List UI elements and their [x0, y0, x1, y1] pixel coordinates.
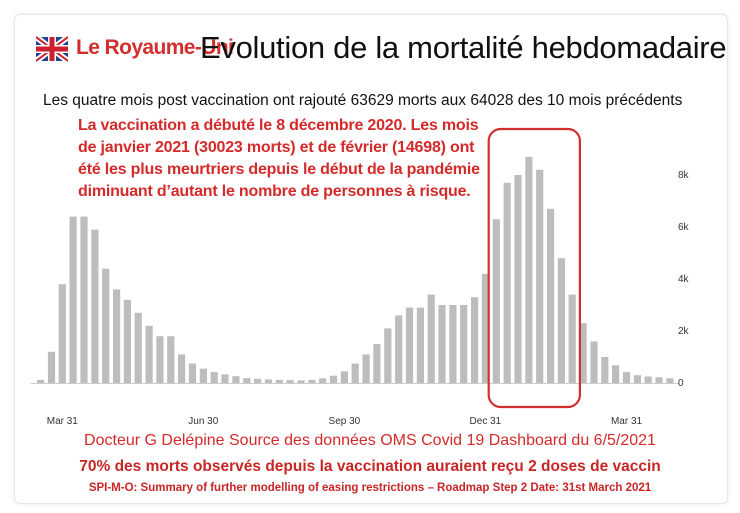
bar-week-19: [232, 376, 240, 383]
bar-week-32: [373, 344, 381, 383]
bar-week-14: [178, 354, 186, 383]
bar-week-8: [113, 289, 121, 383]
bar-week-6: [91, 229, 99, 383]
y-tick-label: 2k: [678, 326, 690, 337]
bar-week-37: [427, 294, 435, 383]
bar-week-48: [547, 208, 555, 383]
bar-week-29: [340, 371, 348, 383]
bar-week-58: [655, 377, 663, 383]
x-tick-label: Mar 31: [47, 416, 79, 427]
x-tick-label: Dec 31: [470, 416, 502, 427]
bar-week-22: [264, 379, 273, 383]
bar-week-5: [80, 216, 88, 383]
bar-week-17: [210, 372, 218, 383]
bar-week-15: [188, 363, 197, 383]
vaccination-note: 70% des morts observés depuis la vaccina…: [79, 458, 661, 475]
y-tick-label: 4k: [678, 274, 690, 285]
bar-week-39: [449, 305, 457, 383]
bar-week-23: [275, 379, 283, 383]
bar-week-54: [612, 365, 620, 383]
country-label: Le Royaume-Uni: [76, 36, 234, 59]
bar-week-38: [438, 305, 446, 383]
vaccination-annotation: La vaccination a débuté le 8 décembre 20…: [78, 117, 480, 200]
bar-week-55: [622, 372, 631, 383]
bar-week-34: [395, 315, 403, 383]
bar-week-56: [633, 375, 641, 383]
bar-week-43: [492, 219, 500, 383]
bar-week-49: [557, 258, 565, 383]
bar-week-53: [601, 357, 609, 383]
bar-week-40: [460, 305, 468, 383]
bar-week-51: [579, 323, 587, 383]
bar-week-1: [37, 379, 45, 383]
bar-week-50: [568, 294, 576, 383]
bar-week-35: [405, 307, 414, 383]
y-tick-label: 0: [678, 378, 684, 389]
bar-week-20: [243, 378, 251, 383]
bar-week-21: [254, 378, 262, 383]
bar-week-18: [221, 374, 229, 383]
bar-week-25: [297, 380, 305, 383]
bar-week-4: [69, 216, 77, 383]
bar-week-47: [536, 169, 544, 383]
source-line: Docteur G Delépine Source des données OM…: [84, 432, 656, 449]
bar-week-12: [156, 336, 164, 383]
bar-week-46: [525, 156, 533, 383]
reference-note: SPI-M-O: Summary of further modelling of…: [88, 482, 652, 494]
bar-week-26: [308, 379, 316, 383]
y-tick-label: 6k: [678, 222, 690, 233]
bar-week-36: [416, 307, 424, 383]
bar-week-10: [134, 312, 142, 383]
bar-week-13: [167, 336, 175, 383]
bar-week-2: [47, 351, 56, 383]
figure-frame: [14, 14, 728, 504]
uk-flag-icon: [36, 34, 68, 64]
x-tick-label: Sep 30: [329, 416, 361, 427]
chart-subtitle: Les quatre mois post vaccination ont raj…: [43, 92, 683, 109]
chart-title: Evolution de la mortalité hebdomadaire: [200, 30, 727, 65]
bar-week-30: [351, 363, 359, 383]
bar-week-52: [590, 341, 598, 383]
bar-week-27: [319, 378, 327, 383]
bar-week-24: [286, 380, 294, 383]
bar-week-44: [503, 182, 511, 383]
bar-week-31: [362, 354, 370, 383]
y-tick-label: 8k: [678, 170, 690, 181]
x-tick-label: Jun 30: [188, 416, 218, 427]
vaccination-period-highlight: [487, 127, 582, 409]
bar-week-16: [199, 368, 207, 383]
bar-week-45: [514, 175, 522, 383]
bar-week-59: [666, 378, 674, 383]
bar-week-41: [471, 297, 479, 383]
x-tick-label: Mar 31: [611, 416, 643, 427]
bar-week-57: [644, 376, 652, 383]
bar-week-9: [123, 299, 131, 383]
bar-week-42: [481, 273, 489, 383]
bar-week-11: [145, 325, 153, 383]
bar-week-7: [102, 268, 110, 383]
bar-week-3: [58, 284, 66, 383]
bar-week-28: [329, 375, 338, 383]
bar-week-33: [384, 328, 392, 383]
